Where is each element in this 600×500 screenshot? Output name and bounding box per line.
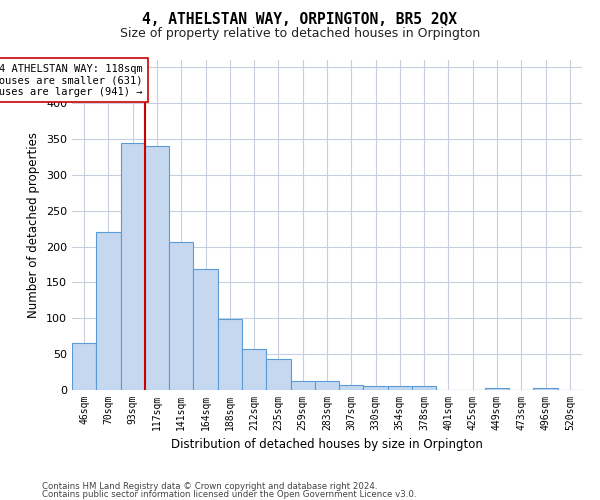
Text: Size of property relative to detached houses in Orpington: Size of property relative to detached ho… [120, 28, 480, 40]
Text: Contains HM Land Registry data © Crown copyright and database right 2024.: Contains HM Land Registry data © Crown c… [42, 482, 377, 491]
Bar [412, 386, 436, 390]
Bar [169, 242, 193, 390]
Bar [533, 388, 558, 390]
X-axis label: Distribution of detached houses by size in Orpington: Distribution of detached houses by size … [171, 438, 483, 452]
Bar [218, 319, 242, 390]
Bar [339, 385, 364, 390]
Bar [145, 146, 169, 390]
Text: 4 ATHELSTAN WAY: 118sqm
← 40% of detached houses are smaller (631)
59% of semi-d: 4 ATHELSTAN WAY: 118sqm ← 40% of detache… [0, 64, 142, 97]
Text: Contains public sector information licensed under the Open Government Licence v3: Contains public sector information licen… [42, 490, 416, 499]
Bar [242, 349, 266, 390]
Bar [96, 232, 121, 390]
Bar [388, 386, 412, 390]
Y-axis label: Number of detached properties: Number of detached properties [28, 132, 40, 318]
Bar [266, 359, 290, 390]
Bar [72, 344, 96, 390]
Bar [364, 386, 388, 390]
Bar [485, 388, 509, 390]
Bar [193, 270, 218, 390]
Bar [121, 142, 145, 390]
Text: 4, ATHELSTAN WAY, ORPINGTON, BR5 2QX: 4, ATHELSTAN WAY, ORPINGTON, BR5 2QX [143, 12, 458, 28]
Bar [290, 380, 315, 390]
Bar [315, 380, 339, 390]
